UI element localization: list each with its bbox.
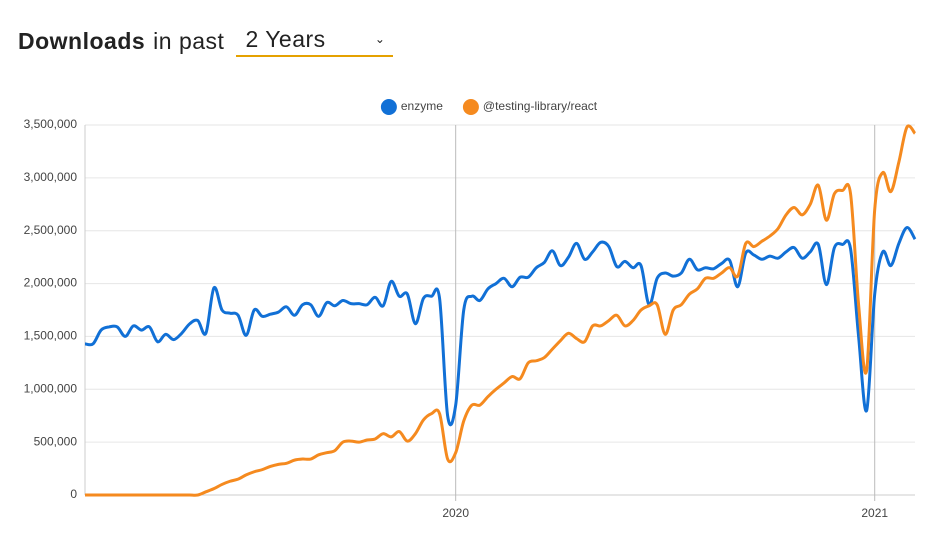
y-tick-label: 3,500,000 <box>24 117 78 131</box>
legend-marker <box>462 99 479 115</box>
y-tick-label: 1,000,000 <box>24 381 78 395</box>
legend-marker <box>380 99 397 115</box>
period-value: 2 Years <box>245 25 326 52</box>
header-label: Downloads <box>18 27 146 54</box>
y-tick-label: 2,500,000 <box>24 223 78 237</box>
y-tick-label: 500,000 <box>34 434 78 448</box>
y-tick-label: 3,000,000 <box>24 170 78 184</box>
y-tick-label: 2,000,000 <box>24 276 78 290</box>
legend-label: enzyme <box>401 99 443 113</box>
period-select[interactable]: 2 Years ⌄ <box>236 25 394 57</box>
caret: ⌄ <box>374 32 386 46</box>
y-tick-label: 0 <box>70 487 77 501</box>
header: Downloads in past 2 Years ⌄ <box>18 24 394 58</box>
legend-label: @testing-library/react <box>483 99 598 113</box>
series-line <box>84 226 917 427</box>
x-tick-label: 2021 <box>861 506 888 520</box>
y-tick-label: 1,500,000 <box>24 329 78 343</box>
header-suffix: in past <box>153 27 225 54</box>
x-tick-label: 2020 <box>442 506 469 520</box>
series-line <box>85 124 917 497</box>
